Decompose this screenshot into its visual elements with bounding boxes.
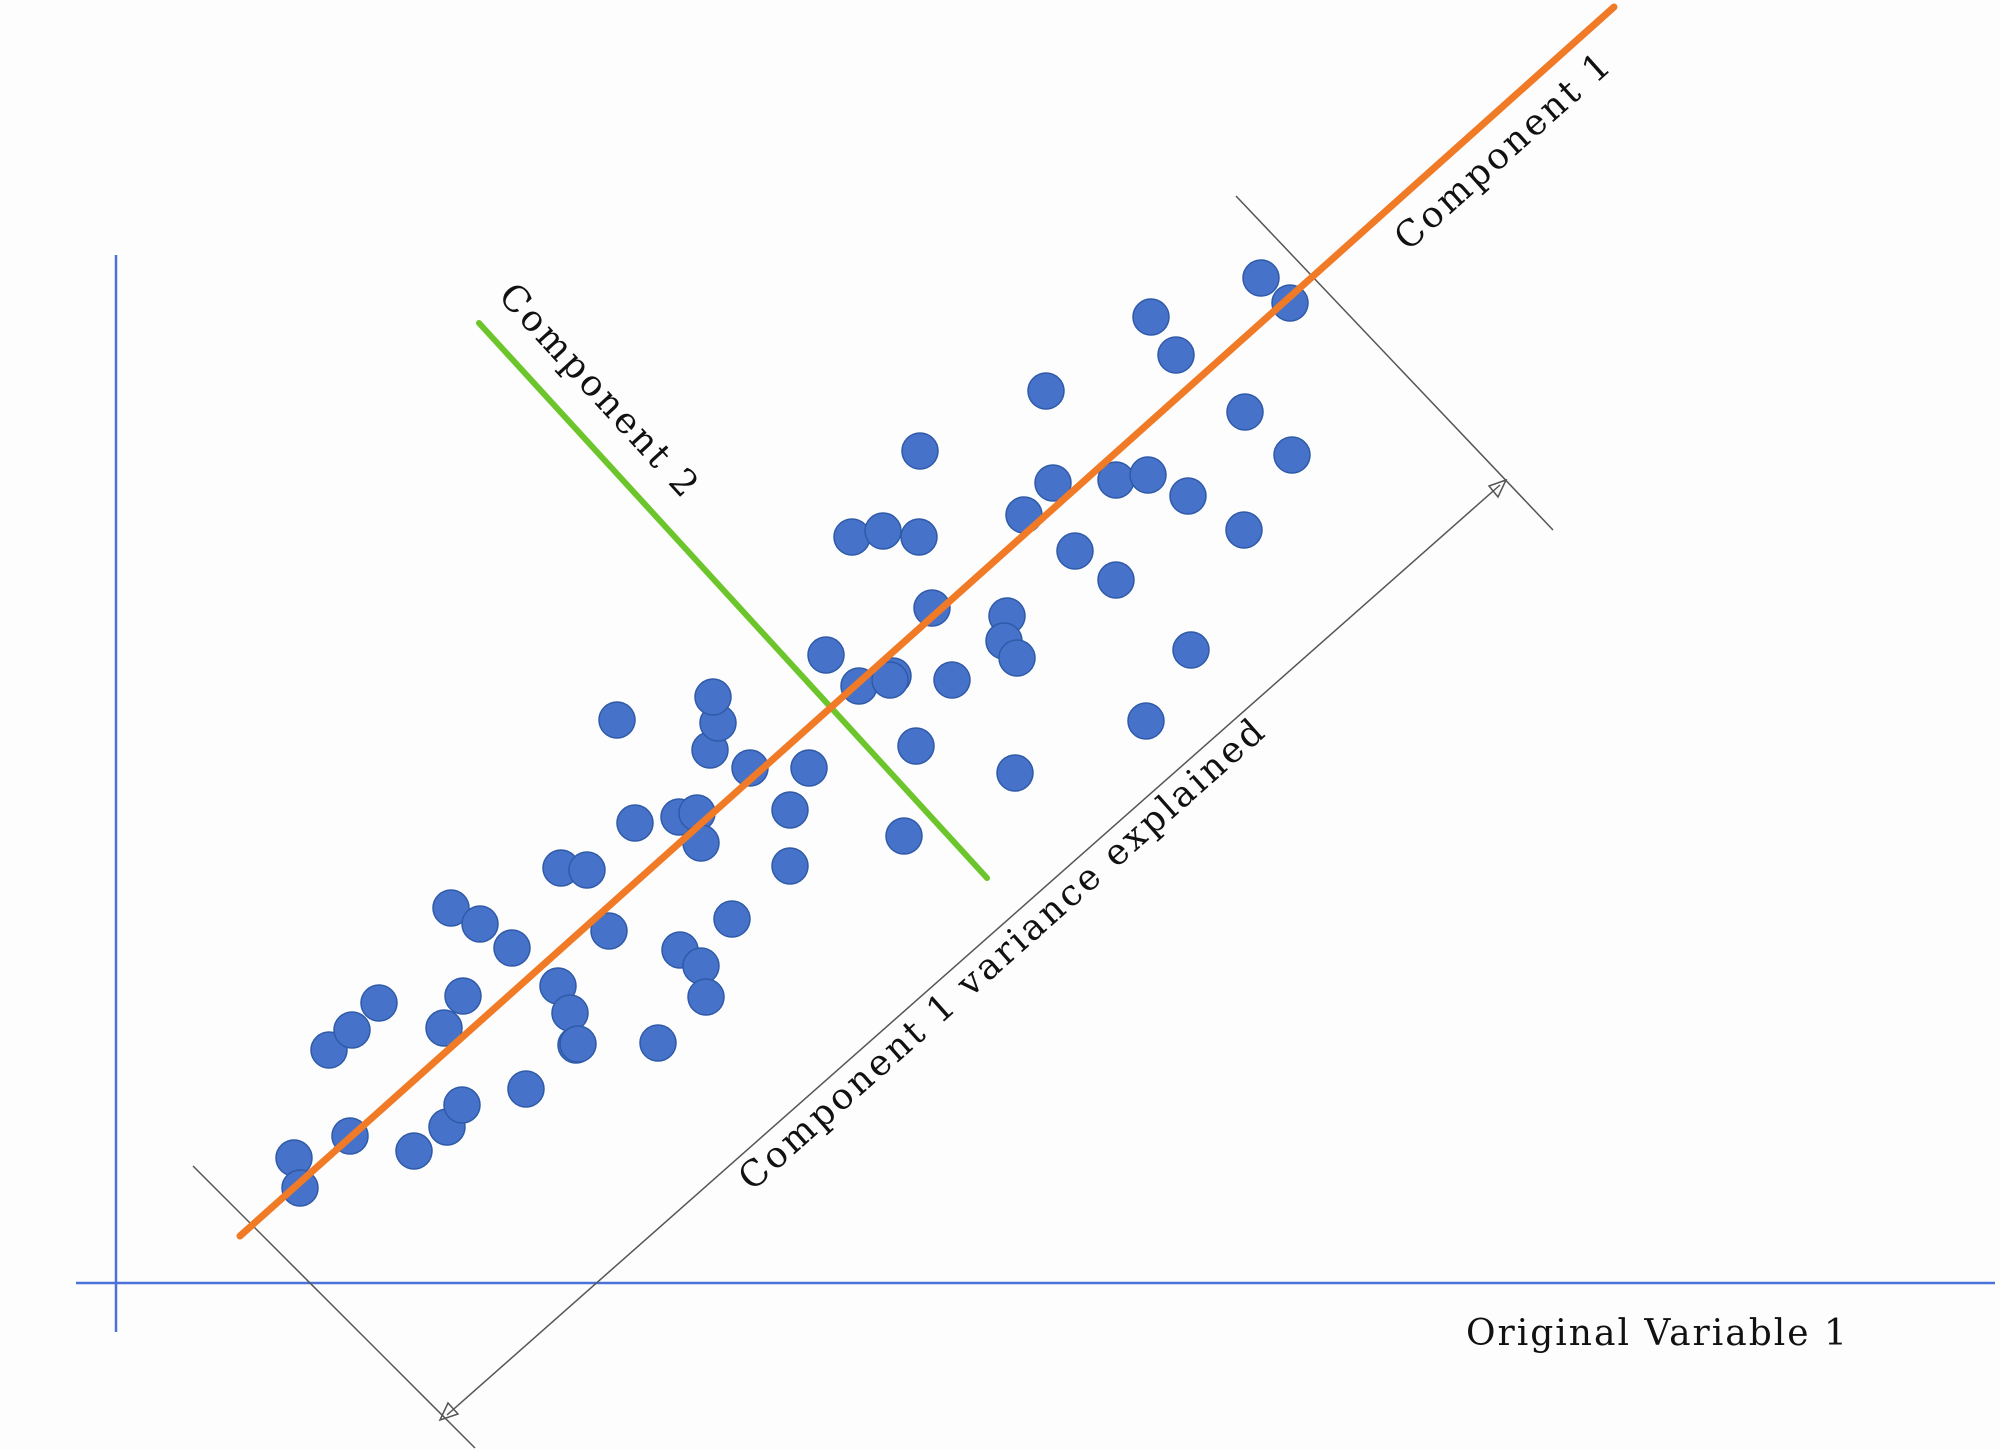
data-point [493,929,531,967]
x-axis-label: Original Variable 1 [1466,1313,1849,1354]
data-point [1225,511,1263,549]
data-point [1157,336,1195,374]
data-point [807,636,845,674]
data-point [833,518,871,556]
component-1-label: Component 1 [1387,43,1621,259]
data-point [998,639,1036,677]
data-point [1271,284,1309,322]
data-point [996,754,1034,792]
component-1-line [236,3,1618,1240]
data-point [790,749,828,787]
data-point [590,912,628,950]
data-point [897,727,935,765]
data-point [1127,702,1165,740]
data-point [559,1025,597,1063]
data-point [1226,393,1264,431]
data-point [1056,532,1094,570]
data-point [1129,456,1167,494]
component-2-label: Component 2 [490,275,708,507]
data-point [913,589,951,627]
data-point [507,1070,545,1108]
variance-dimension-line [446,484,1501,1416]
data-point [694,678,732,716]
data-point [551,994,589,1032]
data-point [900,518,938,556]
data-point [568,851,606,889]
data-point [864,512,902,550]
data-point [687,978,725,1016]
data-point [443,1086,481,1124]
data-point [1034,464,1072,502]
data-point [461,905,499,943]
data-point [1132,298,1170,336]
data-point [432,889,470,927]
data-point [885,817,923,855]
data-point [281,1169,319,1207]
data-point [444,977,482,1015]
data-point [1169,477,1207,515]
component-2-line [476,320,990,881]
variance-extension-line-left [192,1165,476,1449]
variance-extension-line-right [1235,195,1554,531]
data-point [933,661,971,699]
data-point [395,1132,433,1170]
data-point [771,791,809,829]
variance-arrowhead-left [438,1401,460,1422]
data-point [598,701,636,739]
data-point [1097,561,1135,599]
data-point [713,900,751,938]
data-point [425,1009,463,1047]
data-point [901,432,939,470]
variance-arrowhead-right [1487,478,1508,499]
data-point [333,1011,371,1049]
data-point [1027,372,1065,410]
data-point [1172,631,1210,669]
data-point [360,984,398,1022]
data-point [771,847,809,885]
data-point [616,804,654,842]
data-point [639,1024,677,1062]
data-point [1273,436,1311,474]
data-point [682,947,720,985]
data-point [1242,259,1280,297]
data-point [871,661,909,699]
